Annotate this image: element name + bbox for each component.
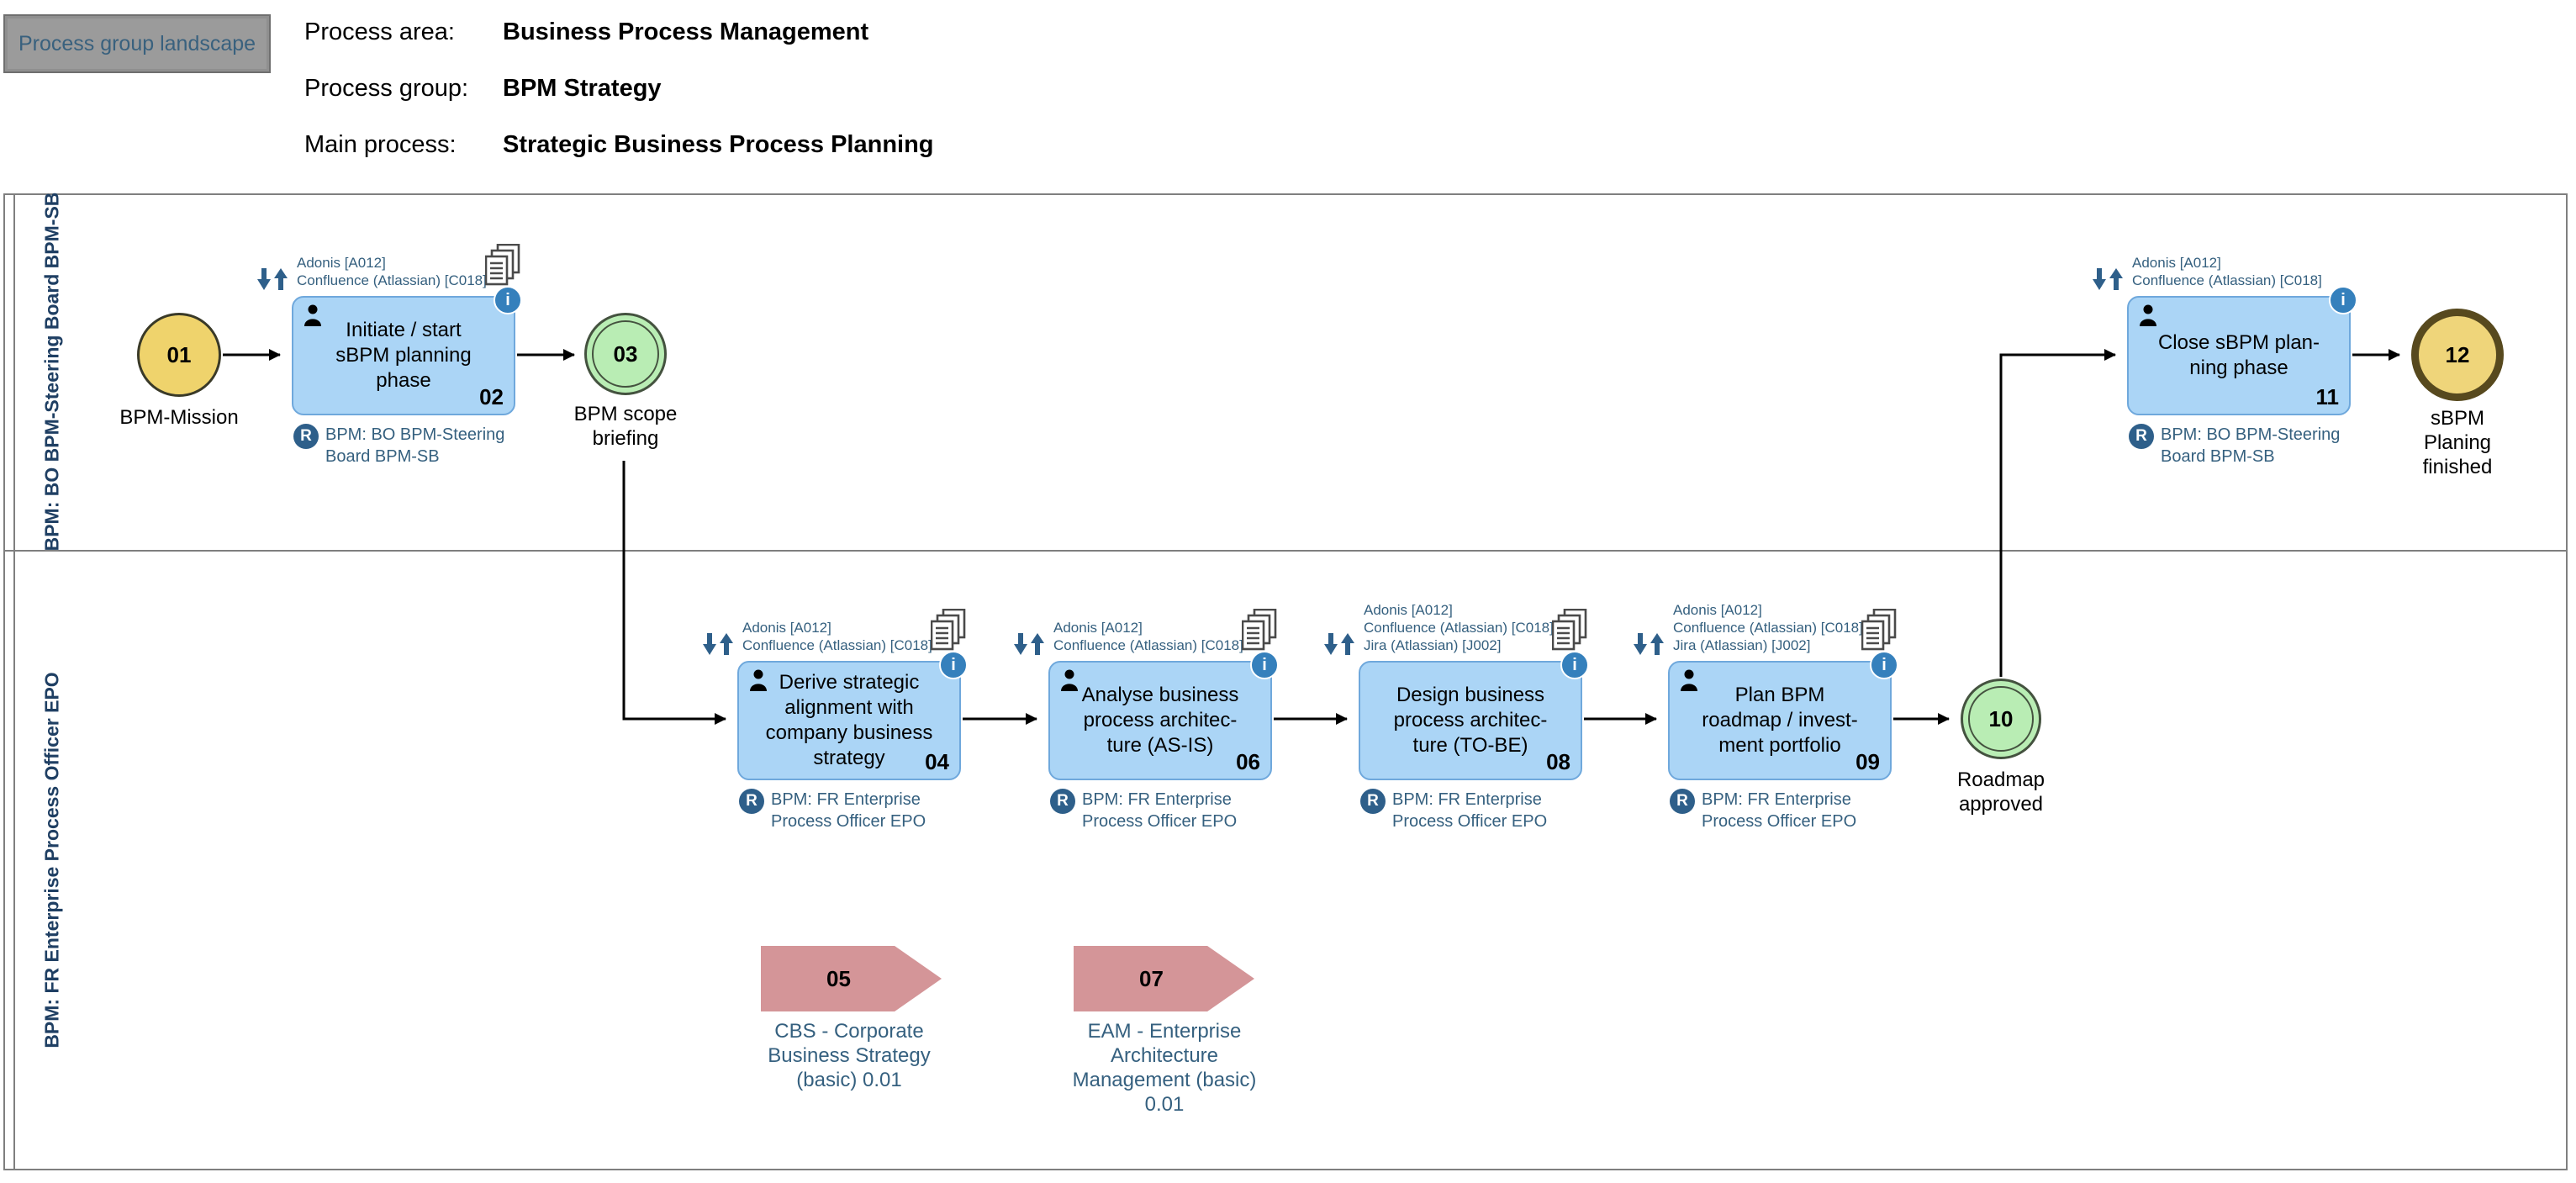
task-08-design-process-architecture[interactable]: Adonis [A012] Confluence (Atlassian) [C0… bbox=[1324, 602, 1589, 831]
task-number: 02 bbox=[479, 384, 504, 409]
info-icon[interactable]: i bbox=[494, 286, 522, 314]
role-text: BPM: BO BPM-Steering Board BPM-SB bbox=[325, 425, 505, 466]
task-title: Derive strategic alignment with company … bbox=[765, 671, 933, 769]
task-title: Initiate / start sBPM planning phase bbox=[335, 319, 472, 392]
end-event-12[interactable]: 12 bbox=[2411, 309, 2504, 401]
task-title: Close sBPM plan- ning phase bbox=[2157, 331, 2320, 379]
info-icon[interactable]: i bbox=[2329, 286, 2357, 314]
role-text: BPM: FR Enterprise Process Officer EPO bbox=[771, 790, 926, 831]
documents-icon[interactable] bbox=[931, 609, 966, 652]
role-badge-icon: R bbox=[1360, 789, 1386, 814]
process-group-value: BPM Strategy bbox=[503, 75, 662, 102]
task-number: 09 bbox=[1855, 749, 1880, 774]
transfer-arrows-icon bbox=[1634, 633, 1664, 655]
documents-icon[interactable] bbox=[1552, 609, 1587, 652]
main-process-value: Strategic Business Process Planning bbox=[503, 131, 934, 158]
task-number: 11 bbox=[2315, 384, 2340, 409]
event-inner-ring bbox=[592, 320, 659, 388]
role-badge-icon: R bbox=[1050, 789, 1075, 814]
role-text: BPM: FR Enterprise Process Officer EPO bbox=[1392, 790, 1548, 831]
event-number: 03 bbox=[613, 341, 638, 367]
responsible-role: R BPM: FR Enterprise Process Officer EPO bbox=[1360, 789, 1547, 832]
role-text: BPM: FR Enterprise Process Officer EPO bbox=[1702, 790, 1857, 831]
task-number: 08 bbox=[1546, 749, 1570, 774]
info-icon[interactable]: i bbox=[1870, 651, 1898, 679]
lane-divider bbox=[3, 550, 2568, 552]
task-number: 06 bbox=[1236, 749, 1260, 774]
start-event-01[interactable]: 01 bbox=[137, 313, 221, 397]
process-group-label: Process group: bbox=[304, 75, 469, 102]
transfer-arrows-icon bbox=[1014, 633, 1044, 655]
task-11-close-sbpm-planning[interactable]: Adonis [A012] Confluence (Atlassian) [C0… bbox=[2093, 255, 2357, 466]
task-title: Analyse business process architec- ture … bbox=[1081, 684, 1239, 757]
person-icon bbox=[1681, 669, 1697, 691]
task-title: Plan BPM roadmap / invest- ment portfoli… bbox=[1702, 684, 1858, 757]
person-icon bbox=[1061, 669, 1078, 691]
role-badge-icon: R bbox=[1670, 789, 1695, 814]
event-inner-ring bbox=[1968, 686, 2034, 752]
role-badge-icon: R bbox=[739, 789, 764, 814]
transfer-arrows-icon bbox=[2093, 268, 2123, 290]
tool-annotation: Adonis [A012] Confluence (Atlassian) [C0… bbox=[2132, 255, 2322, 288]
task-number: 04 bbox=[925, 749, 949, 774]
documents-icon[interactable] bbox=[1242, 609, 1277, 652]
role-text: BPM: BO BPM-Steering Board BPM-SB bbox=[2161, 425, 2341, 466]
process-area-value: Business Process Management bbox=[503, 18, 869, 45]
responsible-role: R BPM: FR Enterprise Process Officer EPO bbox=[1050, 789, 1237, 832]
tool-annotation: Adonis [A012] Confluence (Atlassian) [C0… bbox=[1364, 602, 1554, 653]
role-text: BPM: FR Enterprise Process Officer EPO bbox=[1082, 790, 1238, 831]
process-area-label: Process area: bbox=[304, 18, 455, 45]
responsible-role: R BPM: FR Enterprise Process Officer EPO bbox=[739, 789, 926, 832]
responsible-role: R BPM: FR Enterprise Process Officer EPO bbox=[1670, 789, 1856, 832]
tool-annotation: Adonis [A012] Confluence (Atlassian) [C0… bbox=[742, 620, 932, 653]
process-group-landscape-button[interactable]: Process group landscape bbox=[3, 14, 271, 73]
end-event-label: sBPM Planing finished bbox=[2422, 407, 2493, 478]
person-icon bbox=[750, 669, 767, 691]
cbs-label: CBS - Corporate Business Strategy (basic… bbox=[768, 1020, 931, 1091]
role-badge-icon: R bbox=[2129, 424, 2154, 449]
pool-left-inner-border bbox=[13, 193, 15, 1170]
task-04-derive-strategic-alignment[interactable]: Adonis [A012] Confluence (Atlassian) [C0… bbox=[703, 609, 968, 831]
transfer-arrows-icon bbox=[703, 633, 733, 655]
info-icon[interactable]: i bbox=[1250, 651, 1279, 679]
bpm-scope-briefing-label: BPM scope briefing bbox=[573, 403, 678, 450]
lane-label-process-officer: BPM: FR Enterprise Process Officer EPO bbox=[40, 672, 63, 1048]
task-title: Design business process architec- ture (… bbox=[1393, 684, 1548, 757]
person-icon bbox=[304, 304, 321, 326]
person-icon bbox=[2140, 304, 2156, 326]
tool-annotation: Adonis [A012] Confluence (Atlassian) [C0… bbox=[1053, 620, 1243, 653]
tool-annotation: Adonis [A012] Confluence (Atlassian) [C0… bbox=[1673, 602, 1863, 653]
pool-border bbox=[3, 193, 2568, 1170]
responsible-role: R BPM: BO BPM-Steering Board BPM-SB bbox=[2129, 424, 2340, 467]
roadmap-approved-label: Roadmap approved bbox=[1956, 768, 2045, 816]
intermediate-event-10[interactable]: 10 bbox=[1961, 679, 2041, 759]
info-icon[interactable]: i bbox=[1560, 651, 1589, 679]
responsible-role: R BPM: BO BPM-Steering Board BPM-SB bbox=[293, 424, 504, 467]
eam-label: EAM - Enterprise Architecture Management… bbox=[1072, 1020, 1257, 1116]
info-icon[interactable]: i bbox=[939, 651, 968, 679]
main-process-label: Main process: bbox=[304, 131, 457, 158]
event-number: 10 bbox=[1988, 705, 2014, 731]
intermediate-event-03[interactable]: 03 bbox=[584, 313, 667, 395]
task-06-analyse-process-architecture[interactable]: Adonis [A012] Confluence (Atlassian) [C0… bbox=[1014, 609, 1279, 831]
documents-icon[interactable] bbox=[485, 244, 520, 288]
transfer-arrows-icon bbox=[257, 268, 288, 290]
task-02-initiate-sbpm-planning[interactable]: Adonis [A012] Confluence (Atlassian) [C0… bbox=[257, 244, 522, 466]
external-process-number: 05 bbox=[826, 965, 851, 991]
transfer-arrows-icon bbox=[1324, 633, 1354, 655]
documents-icon[interactable] bbox=[1861, 609, 1897, 652]
tool-annotation: Adonis [A012] Confluence (Atlassian) [C0… bbox=[297, 255, 487, 288]
lane-label-steering-board: BPM: BO BPM-Steering Board BPM-SB bbox=[40, 192, 63, 552]
external-process-number: 07 bbox=[1139, 965, 1164, 991]
task-09-plan-bpm-roadmap[interactable]: Adonis [A012] Confluence (Atlassian) [C0… bbox=[1634, 602, 1898, 831]
event-number: 12 bbox=[2445, 341, 2470, 367]
event-number: 01 bbox=[166, 341, 192, 367]
role-badge-icon: R bbox=[293, 424, 319, 449]
start-event-label: BPM-Mission bbox=[119, 406, 239, 429]
